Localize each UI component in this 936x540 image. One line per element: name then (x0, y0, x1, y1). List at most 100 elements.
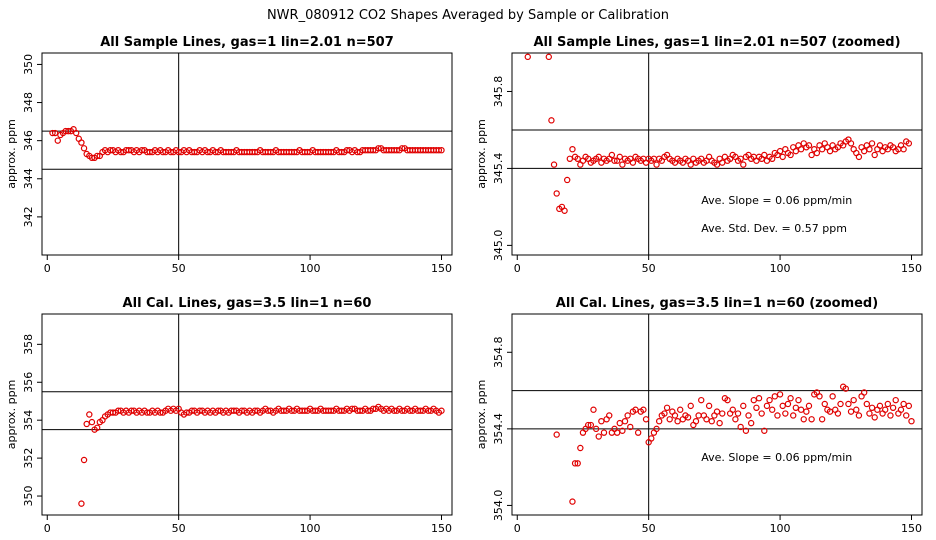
data-point (183, 409, 190, 416)
x-tick-label: 50 (642, 262, 656, 275)
data-point (312, 407, 319, 414)
data-point (598, 418, 605, 425)
y-tick-label: 350 (22, 54, 35, 75)
data-point (435, 146, 443, 154)
data-point (627, 423, 634, 431)
data-point (666, 416, 673, 423)
data-point (661, 410, 668, 417)
data-point (698, 396, 705, 404)
data-point (805, 142, 813, 149)
y-tick-label: 352 (22, 448, 35, 469)
data-point (745, 412, 752, 419)
x-tick-label: 100 (300, 262, 321, 275)
data-point (561, 207, 568, 214)
data-point (138, 146, 146, 154)
y-tick-label: 344 (22, 168, 35, 189)
y-tick-label: 354.4 (492, 413, 505, 445)
data-point (167, 148, 174, 156)
x-tick-label: 100 (300, 522, 321, 535)
data-point (590, 406, 597, 413)
data-point (648, 435, 655, 442)
annotation: Ave. Slope = 0.06 ppm/min (701, 194, 852, 207)
data-point (566, 155, 574, 163)
data-point (790, 412, 797, 419)
data-point (301, 407, 309, 414)
data-point (719, 410, 726, 417)
y-axis-label: approx. ppm (475, 380, 488, 450)
data-point (642, 416, 650, 423)
data-point (847, 140, 855, 147)
plot-frame (511, 313, 923, 516)
data-point (264, 407, 272, 414)
data-point (860, 147, 868, 155)
data-point (784, 400, 792, 408)
data-point (375, 145, 382, 152)
data-series (78, 403, 445, 507)
y-tick-label: 345.8 (492, 76, 505, 108)
data-point (716, 419, 723, 427)
data-point (655, 418, 663, 425)
y-tick-label: 354.0 (492, 490, 505, 522)
data-point (54, 137, 61, 144)
data-point (708, 418, 715, 425)
data-point (393, 146, 401, 154)
data-point (755, 395, 763, 402)
data-point (78, 139, 85, 146)
data-point (606, 412, 613, 419)
y-tick-label: 346 (22, 130, 35, 151)
data-point (619, 161, 626, 168)
data-point (692, 418, 700, 425)
data-point (774, 412, 781, 419)
data-point (632, 406, 639, 413)
x-tick-label: 0 (514, 262, 521, 275)
data-point (86, 411, 93, 418)
data-point (847, 408, 855, 415)
data-point (369, 405, 377, 413)
data-point (677, 406, 684, 413)
data-point (545, 53, 552, 61)
data-point (787, 395, 794, 402)
data-point (191, 148, 198, 156)
data-point (724, 396, 731, 404)
data-point (761, 427, 768, 434)
plot-frame (511, 52, 923, 256)
data-point (587, 421, 595, 429)
data-point (892, 396, 899, 404)
data-point (871, 414, 878, 421)
data-point (157, 409, 164, 416)
data-point (343, 146, 351, 154)
data-point (729, 406, 736, 413)
data-point (80, 145, 88, 152)
panel-title: All Sample Lines, gas=1 lin=2.01 n=507 (… (533, 35, 900, 50)
data-point (900, 400, 907, 408)
data-point (212, 148, 219, 156)
data-point (425, 407, 432, 414)
data-point (671, 412, 679, 419)
data-point (779, 153, 786, 161)
data-point (80, 456, 88, 464)
data-point (695, 412, 702, 419)
y-tick-label: 348 (22, 92, 35, 113)
data-point (230, 407, 238, 414)
data-point (905, 140, 913, 147)
data-point (304, 148, 311, 156)
data-point (829, 393, 836, 400)
data-point (782, 410, 789, 417)
data-point (611, 157, 618, 164)
data-point (805, 402, 813, 410)
data-point (797, 145, 805, 153)
data-point (713, 161, 721, 168)
data-point (855, 153, 863, 161)
data-point (577, 444, 584, 452)
data-point (585, 421, 592, 429)
data-point (826, 408, 834, 415)
data-series (524, 53, 913, 214)
data-point (550, 161, 558, 168)
data-point (687, 161, 694, 168)
data-point (866, 145, 873, 153)
data-point (354, 148, 361, 156)
data-point (758, 410, 765, 417)
data-point (768, 406, 776, 413)
data-point (621, 418, 629, 425)
data-point (338, 148, 345, 156)
